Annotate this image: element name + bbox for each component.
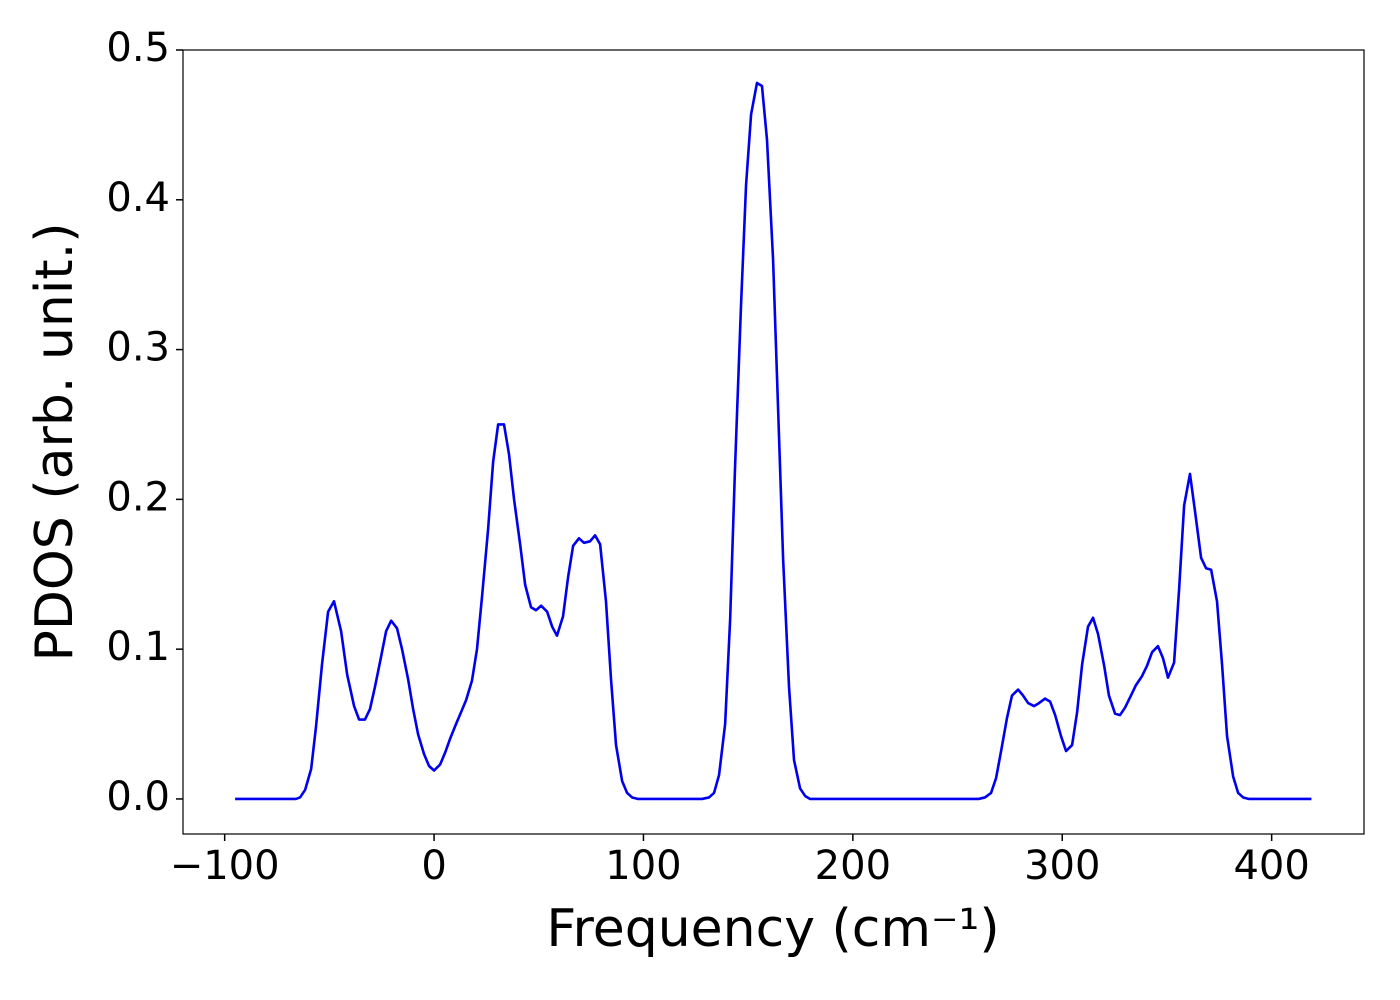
y-tick-label: 0.1: [106, 624, 170, 670]
x-tick-label: 200: [815, 843, 891, 889]
x-tick-label: 0: [421, 843, 446, 889]
y-tick-label: 0.5: [106, 25, 170, 71]
x-tick-label: 400: [1233, 843, 1309, 889]
x-axis-label: Frequency (cm⁻¹): [546, 899, 999, 959]
plot-frame: [182, 49, 1365, 835]
x-tick-label: 100: [605, 843, 681, 889]
x-tick-label: −100: [170, 843, 280, 889]
y-axis-label: PDOS (arb. unit.): [25, 222, 85, 661]
y-tick-label: 0.2: [106, 474, 170, 520]
y-tick-label: 0.4: [106, 175, 170, 221]
x-tick-label: 300: [1024, 843, 1100, 889]
y-tick-label: 0.0: [106, 774, 170, 820]
y-tick-label: 0.3: [106, 325, 170, 371]
line: [235, 81, 1312, 801]
